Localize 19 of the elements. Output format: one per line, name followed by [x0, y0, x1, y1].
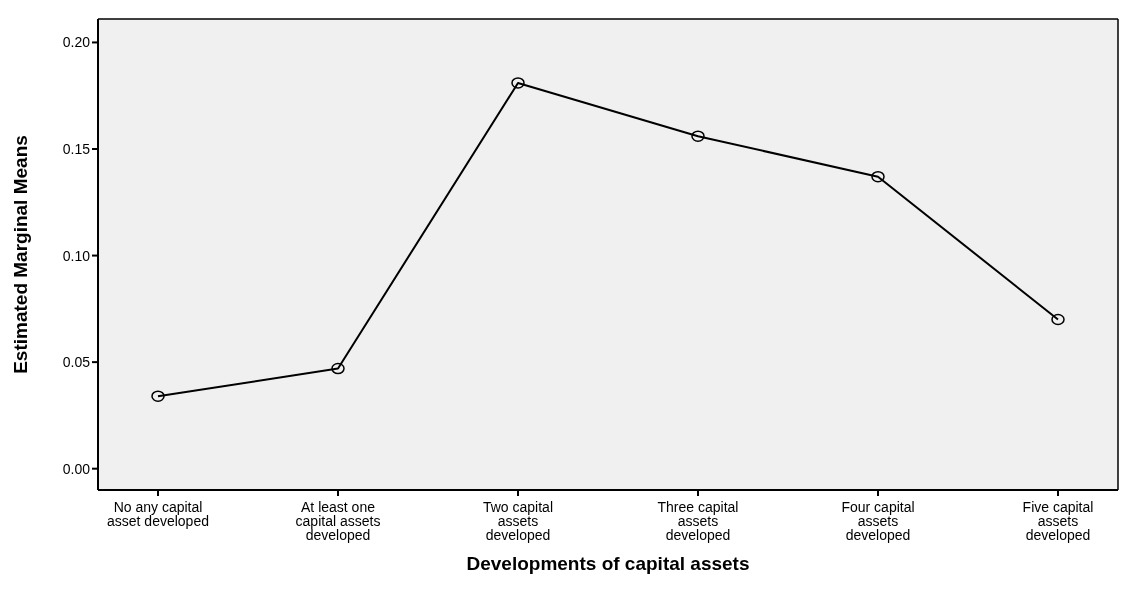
y-tick-label: 0.20 — [62, 34, 91, 51]
y-tick-label: 0.10 — [62, 247, 91, 264]
point — [691, 130, 705, 142]
x-tick-label: No any capital asset developed — [107, 499, 209, 529]
y-axis-title: Estimated Marginal Means — [9, 135, 31, 374]
x-tick-label: At least one capital assets developed — [295, 499, 381, 543]
x-tick-label: Two capital assets developed — [482, 499, 554, 543]
x-tick-label: Three capital assets developed — [657, 499, 739, 543]
x-tick-label: Four capital assets developed — [841, 499, 915, 543]
point — [151, 390, 165, 402]
y-tick-label: 0.15 — [62, 140, 91, 157]
point — [1051, 313, 1065, 326]
point — [331, 362, 345, 375]
x-tick-label: Five capital assets developed — [1022, 499, 1094, 543]
x-axis-title: Developments of capital assets — [466, 553, 750, 574]
point — [511, 77, 525, 89]
y-tick-label: 0.05 — [62, 354, 91, 371]
point — [871, 170, 885, 183]
y-tick-label: 0.00 — [62, 460, 91, 477]
